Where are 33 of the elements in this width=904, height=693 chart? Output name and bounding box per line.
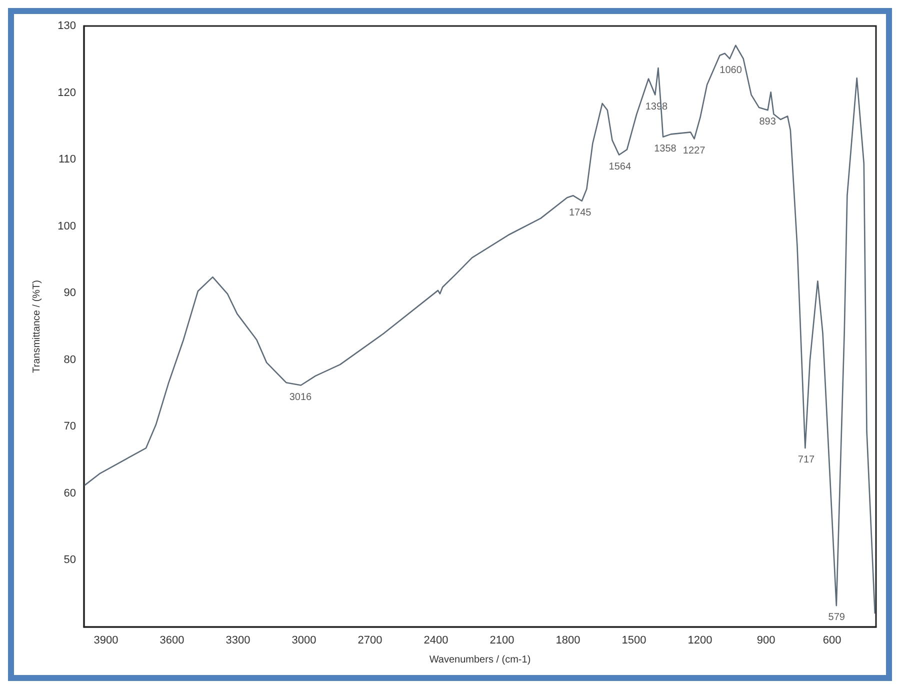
x-tick-label: 1200 <box>688 634 712 646</box>
annotation: 1564 <box>608 161 632 172</box>
x-tick-label: 2700 <box>358 634 382 646</box>
y-axis-title: Transmittance / (%T) <box>32 280 42 373</box>
annotation: 1358 <box>654 143 677 154</box>
y-tick-label: 120 <box>58 86 76 99</box>
x-tick-label: 3900 <box>94 634 118 646</box>
y-tick-label: 130 <box>58 20 76 32</box>
y-tick-label: 80 <box>64 354 76 366</box>
y-tick-label: 60 <box>64 487 76 500</box>
y-tick-label: 50 <box>64 554 76 566</box>
x-axis-title: Wavenumbers / (cm-1) <box>429 654 531 666</box>
x-tick-label: 3000 <box>292 634 316 646</box>
annotation: 579 <box>828 612 846 624</box>
y-tick-label: 70 <box>64 420 76 433</box>
x-tick-label: 3600 <box>160 634 184 646</box>
annotation: 1745 <box>568 207 592 218</box>
line-series <box>84 44 876 614</box>
x-tick-label: 2400 <box>424 634 448 646</box>
x-tick-label: 900 <box>756 634 776 646</box>
x-tick-label: 2100 <box>490 634 514 646</box>
x-tick-label: 1500 <box>622 634 646 646</box>
annotation: 1060 <box>720 65 742 76</box>
annotation: 717 <box>798 454 816 466</box>
x-tick-label: 600 <box>822 634 842 646</box>
annotation: 893 <box>759 116 776 128</box>
y-tick-label: 110 <box>58 154 76 166</box>
x-tick-label: 1800 <box>556 634 580 646</box>
x-tick-label: 3300 <box>226 634 250 646</box>
annotation: 1227 <box>682 145 706 156</box>
y-tick-label: 100 <box>58 220 76 232</box>
y-tick-label: 90 <box>64 287 76 300</box>
annotation: 3016 <box>289 392 312 403</box>
